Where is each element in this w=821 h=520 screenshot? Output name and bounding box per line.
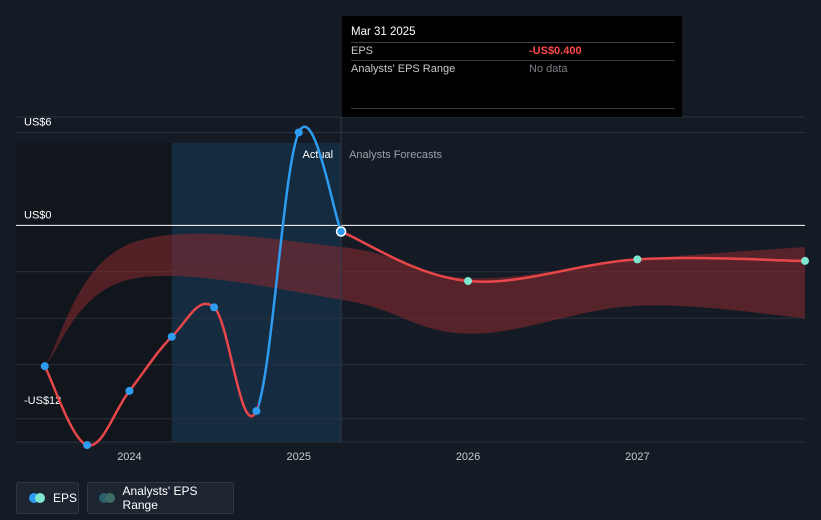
eps-forecast-point <box>633 255 642 264</box>
eps-actual-point <box>125 386 134 395</box>
tooltip: Mar 31 2025 EPS -US$0.400 Analysts' EPS … <box>342 16 682 117</box>
eps-forecast-line <box>340 230 806 283</box>
eps-actual-line <box>43 302 259 447</box>
eps-actual-point <box>167 332 176 341</box>
legend-eps-button[interactable]: EPS <box>16 482 79 514</box>
eps-actual-point <box>210 303 219 312</box>
tooltip-date: Mar 31 2025 <box>351 26 416 38</box>
eps-forecast-point <box>464 277 473 286</box>
x-tick-label: 2024 <box>117 451 141 463</box>
legend-range-button[interactable]: Analysts' EPS Range <box>87 482 234 514</box>
tooltip-divider <box>351 108 675 109</box>
eps-chart: US$6 US$0 -US$12 2024 2025 2026 2027 Actual Anal… <box>16 116 809 463</box>
x-tick-label: 2025 <box>287 451 311 463</box>
x-tick-label: 2026 <box>456 451 480 463</box>
legend-range-label: Analysts' EPS Range <box>122 484 198 512</box>
x-tick-label: 2027 <box>625 451 649 463</box>
eps-legend-icon <box>29 493 45 503</box>
tooltip-eps-row: EPS -US$0.400 <box>351 42 675 60</box>
forecast-label: Analysts Forecasts <box>349 149 442 161</box>
range-legend-icon <box>99 493 115 503</box>
eps-forecast-point <box>801 256 809 265</box>
eps-actual-point <box>252 407 261 416</box>
y-tick-label: US$6 <box>24 116 52 128</box>
tooltip-eps-value: -US$0.400 <box>529 45 582 57</box>
tooltip-eps-label: EPS <box>351 45 374 57</box>
tooltip-range-row: Analysts' EPS Range No data <box>351 60 675 78</box>
legend-eps-label: EPS <box>53 491 78 505</box>
tooltip-range-value: No data <box>529 63 568 75</box>
eps-actual-point <box>40 362 49 371</box>
y-tick-label: US$0 <box>24 209 52 221</box>
tooltip-marker <box>335 226 347 237</box>
y-tick-label: -US$12 <box>24 395 61 407</box>
eps-actual-point <box>294 128 303 137</box>
eps-range-band <box>44 233 805 367</box>
actual-label: Actual <box>303 149 334 161</box>
tooltip-range-label: Analysts' EPS Range <box>351 63 456 75</box>
eps-actual-point <box>83 441 92 450</box>
